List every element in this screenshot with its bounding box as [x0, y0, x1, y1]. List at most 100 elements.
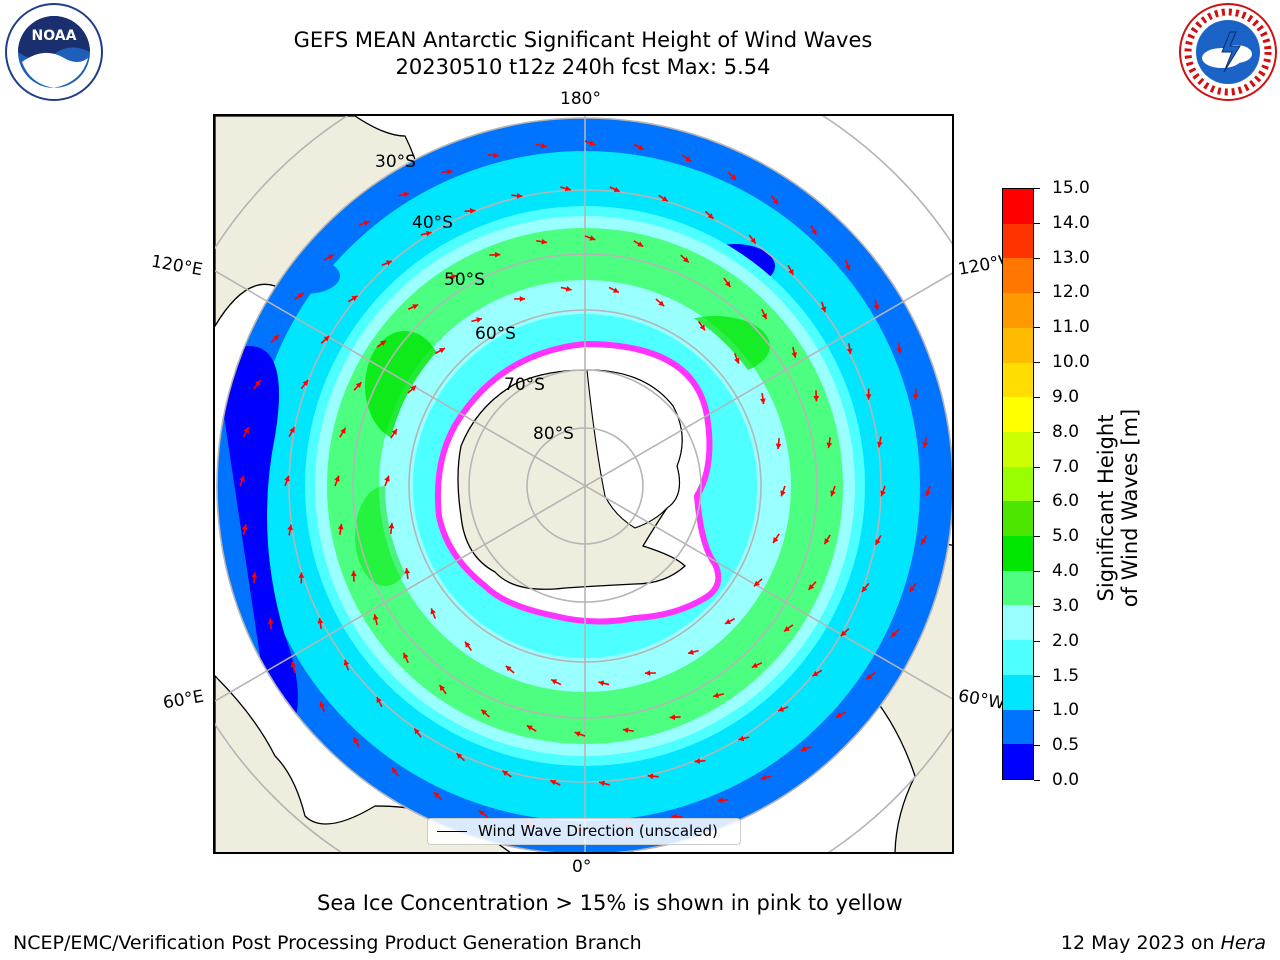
wave-arrow-head [661, 196, 668, 202]
wave-arrow-head [685, 156, 692, 162]
wave-arrow-head [658, 300, 665, 307]
wave-arrow-head [772, 198, 779, 205]
wave-arrow-head [298, 572, 305, 578]
colorbar-tick-mark [1034, 675, 1040, 677]
wave-arrow-head [267, 618, 274, 624]
wave-arrow-head [380, 340, 387, 347]
colorbar-segment [1003, 536, 1033, 571]
colorbar-tick-label: 1.0 [1052, 700, 1080, 721]
wave-arrow-head [830, 490, 836, 497]
wave-arrow-head [438, 348, 445, 354]
wave-arrow-head [589, 140, 596, 146]
wave-arrow-head [866, 673, 873, 680]
footer-host: Hera [1220, 932, 1266, 954]
polar-map [213, 114, 954, 854]
wave-arrow-head [750, 237, 756, 244]
wave-arrow-head [470, 208, 476, 214]
wave-arrow-head [384, 475, 390, 482]
wave-arrow-head [717, 797, 723, 804]
colorbar-tick-mark [1034, 292, 1040, 294]
wave-arrow-head [840, 630, 847, 637]
colorbar-tick-mark [1034, 396, 1040, 398]
wave-arrow-head [465, 641, 471, 648]
wave-arrow-head [724, 281, 731, 288]
wave-arrow-head [846, 348, 853, 355]
colorbar-segment [1003, 640, 1033, 675]
colorbar-segment [1003, 501, 1033, 537]
wave-arrow-head [327, 254, 334, 260]
lon-label-120e: 120°E [149, 251, 205, 281]
wave-arrow-head [476, 317, 483, 323]
wave-arrow-head [243, 427, 249, 434]
wave-arrow-head [239, 475, 245, 482]
wave-arrow-head [909, 586, 915, 593]
sea-ice-note: Sea Ice Concentration > 15% is shown in … [317, 891, 903, 915]
wave-arrow-head [241, 524, 248, 531]
colorbar-tick-label: 13.0 [1052, 247, 1090, 268]
lon-label-0: 0° [572, 857, 592, 877]
wave-arrow-head [820, 306, 827, 313]
colorbar-tick-label: 15.0 [1052, 178, 1090, 198]
wave-arrow-head [430, 608, 436, 615]
lat-label-30s: 30°S [375, 152, 416, 172]
wave-arrow-head [713, 692, 720, 699]
wave-arrow-head [613, 186, 620, 193]
wave-arrow-head [682, 256, 689, 263]
wave-arrow-head [526, 725, 533, 731]
wave-arrow-head [813, 395, 820, 402]
colorbar-segment [1003, 189, 1033, 224]
lat-label-40s: 40°S [412, 213, 453, 233]
colorbar-tick-mark [1034, 466, 1040, 468]
wave-arrow-head [738, 735, 745, 742]
wave-arrow-head [425, 230, 432, 237]
wave-arrow-head [574, 731, 581, 737]
noaa-logo: NOAA [4, 2, 104, 102]
wave-arrow-head [351, 295, 358, 302]
wave-arrow-head [589, 235, 596, 241]
wave-arrow-head [873, 304, 880, 311]
wave-arrow-head [433, 792, 440, 798]
colorbar-tick-mark [1034, 605, 1040, 607]
wave-arrow-head [877, 441, 883, 448]
colorbar-segment [1003, 709, 1033, 745]
wave-arrow-head [922, 441, 929, 448]
wave-arrow-head [319, 701, 325, 708]
wave-arrow-head [599, 780, 606, 787]
wave-arrow-head [494, 251, 501, 258]
wave-arrow-head [540, 142, 547, 149]
colorbar-segment [1003, 674, 1033, 710]
nws-logo [1178, 2, 1278, 102]
footer-left: NCEP/EMC/Verification Post Processing Pr… [13, 932, 642, 954]
colorbar-tick-mark [1034, 188, 1040, 189]
colorbar-segment [1003, 397, 1033, 432]
wave-arrow-head [447, 168, 453, 175]
wave-arrow-head [760, 398, 766, 404]
wave-arrow-head [541, 238, 548, 245]
wave-arrow-head [363, 220, 370, 226]
wave-arrow-head [287, 524, 293, 531]
colorbar-tick-label: 0.5 [1052, 735, 1080, 756]
wave-arrow-head [808, 583, 815, 590]
wave-arrow-head [725, 618, 732, 624]
wave-arrow-head [637, 241, 644, 247]
colorbar-segment [1003, 570, 1033, 606]
wave-arrow-head [353, 737, 359, 744]
wave-arrow-head [289, 427, 295, 434]
wave-arrow-head [753, 580, 760, 587]
wave-arrow-head [775, 443, 782, 450]
wave-arrow-head [812, 670, 819, 677]
wave-arrow-head [845, 264, 851, 271]
wave-arrow-head [391, 767, 398, 774]
colorbar-segment [1003, 744, 1033, 779]
wave-arrow-head [773, 537, 779, 543]
colorbar-tick-label: 14.0 [1052, 212, 1090, 233]
colorbar-tick-mark [1034, 431, 1040, 433]
colorbar-tick-mark [1034, 745, 1040, 747]
wave-arrow-head [865, 394, 872, 400]
wave-arrow-head [284, 475, 290, 482]
wave-arrow-head [376, 696, 382, 703]
wave-arrow-head [687, 649, 694, 655]
chart-subtitle: 20230510 t12z 240h fcst Max: 5.54 [395, 55, 771, 79]
wave-arrow-head [707, 213, 714, 219]
wave-arrow-head [730, 174, 737, 180]
